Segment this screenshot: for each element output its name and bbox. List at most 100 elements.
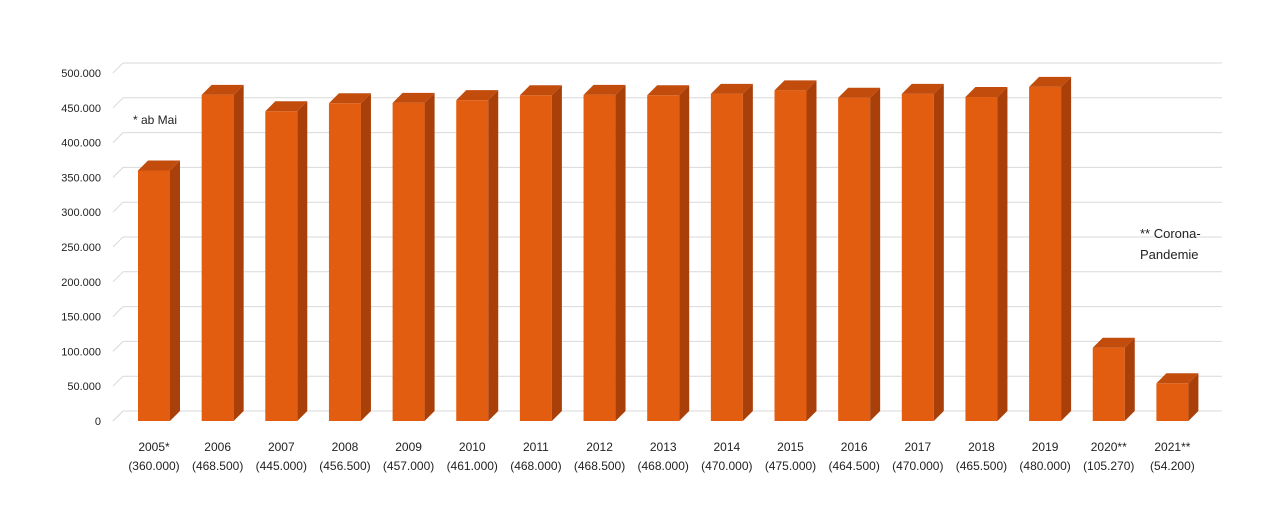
bar-2012 [583, 84, 626, 421]
bar-front [901, 93, 934, 421]
bar-front [647, 95, 680, 421]
y-tick-label: 400.000 [61, 138, 101, 150]
x-category-label: 2019 [1032, 440, 1059, 454]
x-category-label: 2009 [395, 440, 422, 454]
bar-front [138, 170, 170, 421]
bar-side [424, 92, 435, 421]
bar-front [838, 97, 871, 421]
y-tick-label: 50.000 [67, 381, 101, 393]
bar-top [1156, 373, 1199, 384]
bar-top [774, 80, 817, 91]
bar-front [774, 90, 807, 422]
bar-2017 [901, 83, 944, 421]
bar-side [742, 83, 753, 421]
bar-top [1092, 337, 1135, 348]
bar-top [1029, 76, 1072, 87]
bar-top [138, 160, 180, 171]
grid-stub [112, 167, 124, 178]
bar-top [201, 84, 244, 95]
bar-2010 [456, 90, 499, 422]
bar-front [392, 102, 425, 421]
bar-2015 [774, 80, 817, 422]
x-value-label: (105.270) [1083, 459, 1134, 473]
y-tick-label: 200.000 [61, 277, 101, 289]
bar-top [965, 87, 1008, 98]
bar-side [933, 83, 944, 421]
bar-top [265, 101, 308, 112]
y-tick-label: 0 [95, 416, 101, 428]
bar-side [1188, 373, 1199, 421]
y-tick-label: 150.000 [61, 312, 101, 324]
bar-top [392, 92, 435, 103]
bar-2016 [838, 87, 881, 421]
grid-stub [112, 341, 124, 352]
bar-2019 [1029, 76, 1072, 422]
x-value-label: (470.000) [892, 459, 943, 473]
bar-side [615, 84, 626, 421]
grid-stub [112, 271, 124, 283]
bar-2007 [265, 101, 308, 421]
y-tick-label: 250.000 [61, 242, 101, 254]
floor-edge [112, 410, 124, 422]
bar-side [679, 85, 690, 421]
annotation-corona-line2: Pandemie [1140, 247, 1199, 262]
annotations: * ab Mai ** Corona- Pandemie [133, 113, 1201, 262]
bar-front [710, 93, 743, 421]
x-value-label: (468.500) [192, 459, 243, 473]
bar-top [710, 83, 753, 94]
bar-side [488, 90, 499, 422]
bar-side [360, 93, 371, 421]
bar-side [297, 101, 308, 421]
x-value-label: (54.200) [1150, 459, 1195, 473]
x-category-label: 2021** [1154, 440, 1190, 454]
bar-side [806, 80, 817, 422]
x-category-label: 2005* [138, 440, 170, 454]
bar-2005* [138, 160, 180, 421]
bar-top [647, 85, 690, 96]
x-axis-labels: 2005* (360.000) 2006 (468.500) 2007 (445.000)… [128, 440, 1194, 473]
bar-front [1156, 383, 1189, 421]
x-value-label: (468.000) [638, 459, 689, 473]
bar-front [519, 95, 552, 421]
y-tick-label: 350.000 [61, 172, 101, 184]
bar-front [1029, 86, 1062, 422]
bar-side [1124, 337, 1135, 421]
x-category-label: 2013 [650, 440, 677, 454]
grid-stub [112, 97, 124, 109]
x-category-label: 2017 [904, 440, 931, 454]
annotation-corona-line1: ** Corona- [1140, 226, 1201, 241]
x-category-label: 2011 [523, 440, 549, 454]
x-category-label: 2010 [459, 440, 486, 454]
bar-front [456, 100, 489, 422]
bar-2021** [1156, 373, 1199, 421]
bar-front [328, 103, 361, 421]
x-value-label: (468.000) [510, 459, 561, 473]
y-tick-label: 500.000 [61, 68, 101, 80]
x-value-label: (480.000) [1019, 459, 1070, 473]
bars [138, 76, 1199, 422]
x-value-label: (465.500) [956, 459, 1007, 473]
x-category-label: 2008 [332, 440, 359, 454]
bar-top [456, 90, 499, 101]
grid-stub [112, 306, 124, 317]
y-axis-ticks: 0 50.000 100.000 150.000 200.000 250.000 300.0… [61, 68, 101, 428]
x-category-label: 2016 [841, 440, 868, 454]
x-value-label: (464.500) [828, 459, 879, 473]
bar-front [583, 94, 616, 421]
x-category-label: 2014 [713, 440, 740, 454]
x-value-label: (456.500) [319, 459, 370, 473]
bar-top [519, 85, 562, 96]
bar-front [1092, 347, 1125, 421]
y-tick-label: 450.000 [61, 103, 101, 115]
x-value-label: (475.000) [765, 459, 816, 473]
x-category-label: 2006 [204, 440, 231, 454]
bar-top [838, 87, 881, 98]
bar-side [170, 160, 180, 421]
x-value-label: (468.500) [574, 459, 625, 473]
x-category-label: 2012 [586, 440, 613, 454]
grid-stub [112, 62, 124, 74]
grid-stub [112, 236, 124, 248]
bar-side [1061, 76, 1072, 422]
bar-2009 [392, 92, 435, 421]
